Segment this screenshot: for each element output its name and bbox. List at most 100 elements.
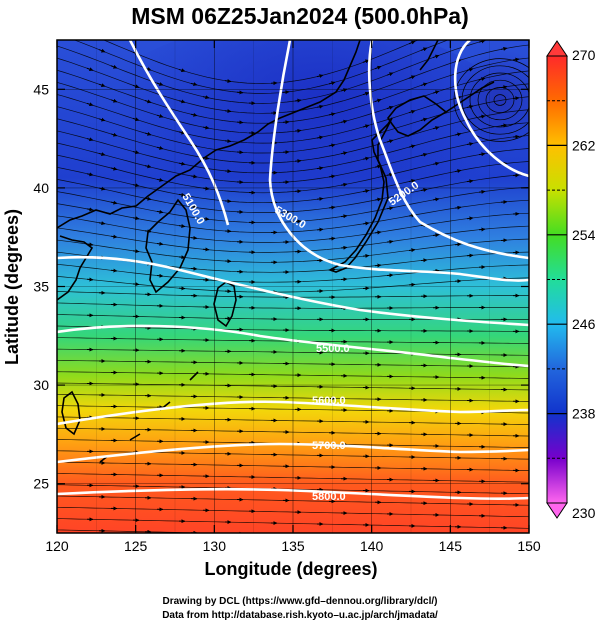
streamline (57, 109, 529, 164)
streamline-arrow (86, 67, 94, 72)
x-tick-label: 140 (360, 538, 384, 554)
coastline-ryukyu (99, 371, 199, 463)
streamline-arrow (178, 99, 186, 104)
coastline-sakhalin (419, 40, 439, 71)
streamline (57, 148, 529, 194)
streamline-arrow (478, 227, 486, 232)
streamline-arrow (190, 112, 198, 117)
colorbar-tick-label: 246 (572, 316, 596, 332)
streamline-arrow (110, 132, 118, 137)
streamline-arrow (156, 241, 164, 246)
streamline-arrow (478, 152, 486, 157)
credit-drawing: Drawing by DCL (https://www.gfd–dennou.o… (162, 596, 437, 607)
streamline-arrow (132, 117, 140, 122)
streamline-arrow (86, 102, 94, 107)
streamline (57, 371, 529, 379)
streamline-arrow (420, 188, 428, 192)
streamline-arrow (98, 152, 106, 157)
streamline (57, 44, 529, 114)
geopotential-contours (57, 40, 529, 501)
streamline-arrow (328, 112, 336, 117)
streamline-arrow (132, 216, 140, 221)
streamline-arrow (98, 48, 106, 53)
streamline-arrow (328, 143, 336, 148)
streamline-vortex (453, 58, 529, 142)
streamline-arrow (98, 221, 106, 226)
streamline-arrow (294, 128, 302, 133)
streamline-arrow (190, 235, 198, 240)
streamline (57, 473, 529, 483)
streamline-arrow (386, 105, 394, 110)
streamline-arrow (316, 74, 324, 78)
streamline-arrow (156, 177, 164, 182)
colorbar: 230 238 246 254 262 270 (546, 40, 596, 521)
streamline-arrow (132, 282, 140, 287)
streamline-arrow (178, 192, 186, 197)
streamline-arrow (294, 98, 302, 103)
streamline (57, 186, 529, 223)
chart-title: MSM 06Z25Jan2024 (500.0hPa) (131, 3, 469, 29)
contour-5500 (57, 324, 529, 368)
streamline (57, 450, 529, 460)
streamline-arrow (224, 79, 232, 83)
streamline-arrow (454, 242, 462, 247)
streamline-arrow (408, 144, 416, 149)
streamline (57, 238, 529, 263)
streamline-arrow (478, 77, 486, 81)
coastline-taiwan (61, 390, 81, 436)
streamline-arrow (132, 183, 140, 188)
streamline-arrow (466, 179, 474, 184)
streamline-arrow (190, 205, 198, 210)
streamline (57, 461, 529, 472)
streamline-arrow (386, 72, 394, 77)
contour-5200 (367, 40, 529, 260)
streamline (57, 276, 529, 293)
streamline-arrow (98, 117, 106, 122)
streamline-arrow (202, 95, 210, 100)
colorbar-tick-label: 238 (572, 406, 596, 422)
streamline-arrow (408, 179, 416, 183)
streamline-arrow (500, 46, 508, 51)
contour-label-5800: 5800.0 (312, 491, 346, 503)
streamline-arrow (500, 200, 508, 205)
streamline-arrow (202, 247, 210, 252)
streamline-arrow (98, 83, 106, 87)
x-tick-label: 125 (124, 538, 148, 554)
streamline-arrow (362, 253, 370, 258)
x-tick-label: 145 (439, 538, 463, 554)
x-tick-label: 135 (281, 538, 305, 554)
streamline (57, 263, 529, 283)
streamline-arrow (224, 169, 232, 174)
streamline-arrow (86, 172, 94, 177)
streamline-arrow (466, 142, 474, 147)
streamline-arrow (110, 64, 118, 69)
streamline-arrow (224, 199, 232, 204)
streamline-arrow (340, 214, 348, 219)
streamline-arrow (432, 126, 440, 130)
streamline-arrow (110, 166, 118, 171)
streamline (57, 416, 529, 425)
contour-5100 (128, 40, 230, 226)
streamline-arrow (110, 268, 118, 273)
streamline-arrow (362, 59, 370, 64)
streamline (73, 40, 449, 94)
y-tick-label: 30 (33, 377, 49, 393)
streamline-arrow (132, 84, 140, 89)
y-axis-label: Latitude (degrees) (2, 209, 22, 365)
streamline-arrow (190, 82, 198, 86)
streamline-arrow (156, 114, 164, 118)
x-tick-label: 120 (45, 538, 69, 554)
colorbar-tick-label: 262 (572, 137, 596, 153)
colorbar-tick-label: 254 (572, 227, 596, 243)
streamline-arrow (386, 273, 394, 278)
streamline-arrow (236, 90, 244, 95)
streamline-arrow (362, 91, 370, 96)
streamline-arrow (190, 266, 198, 271)
streamline-arrow (374, 65, 382, 70)
streamline-arrow (432, 54, 440, 59)
streamline-arrow (501, 10, 507, 11)
streamline-arrow (316, 227, 324, 232)
streamline-arrow (432, 233, 440, 238)
streamline (57, 393, 529, 402)
streamline-arrow (144, 131, 152, 136)
